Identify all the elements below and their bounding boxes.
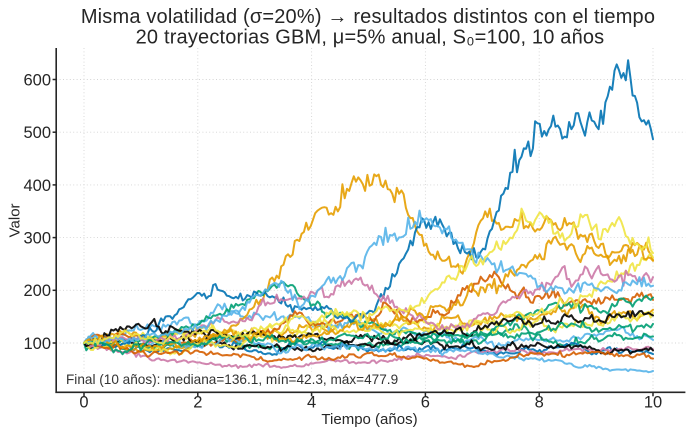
svg-text:300: 300 <box>23 230 51 248</box>
svg-text:8: 8 <box>535 394 544 412</box>
svg-text:500: 500 <box>23 124 51 142</box>
svg-text:100: 100 <box>23 335 51 353</box>
svg-text:Final (10 años): mediana=136.1: Final (10 años): mediana=136.1, mín=42.3… <box>66 372 398 387</box>
svg-text:Misma volatilidad (σ=20%) → re: Misma volatilidad (σ=20%) → resultados d… <box>81 6 655 28</box>
svg-text:200: 200 <box>23 282 51 300</box>
svg-text:2: 2 <box>193 394 202 412</box>
svg-text:Tiempo (años): Tiempo (años) <box>321 411 417 428</box>
svg-text:600: 600 <box>23 71 51 89</box>
svg-text:6: 6 <box>421 394 430 412</box>
svg-text:400: 400 <box>23 177 51 195</box>
svg-text:20 trayectorias GBM, μ=5% anua: 20 trayectorias GBM, μ=5% anual, S₀=100,… <box>136 27 605 49</box>
svg-text:4: 4 <box>307 394 316 412</box>
svg-text:0: 0 <box>79 394 88 412</box>
svg-text:10: 10 <box>644 394 662 412</box>
svg-text:Valor: Valor <box>7 203 24 237</box>
